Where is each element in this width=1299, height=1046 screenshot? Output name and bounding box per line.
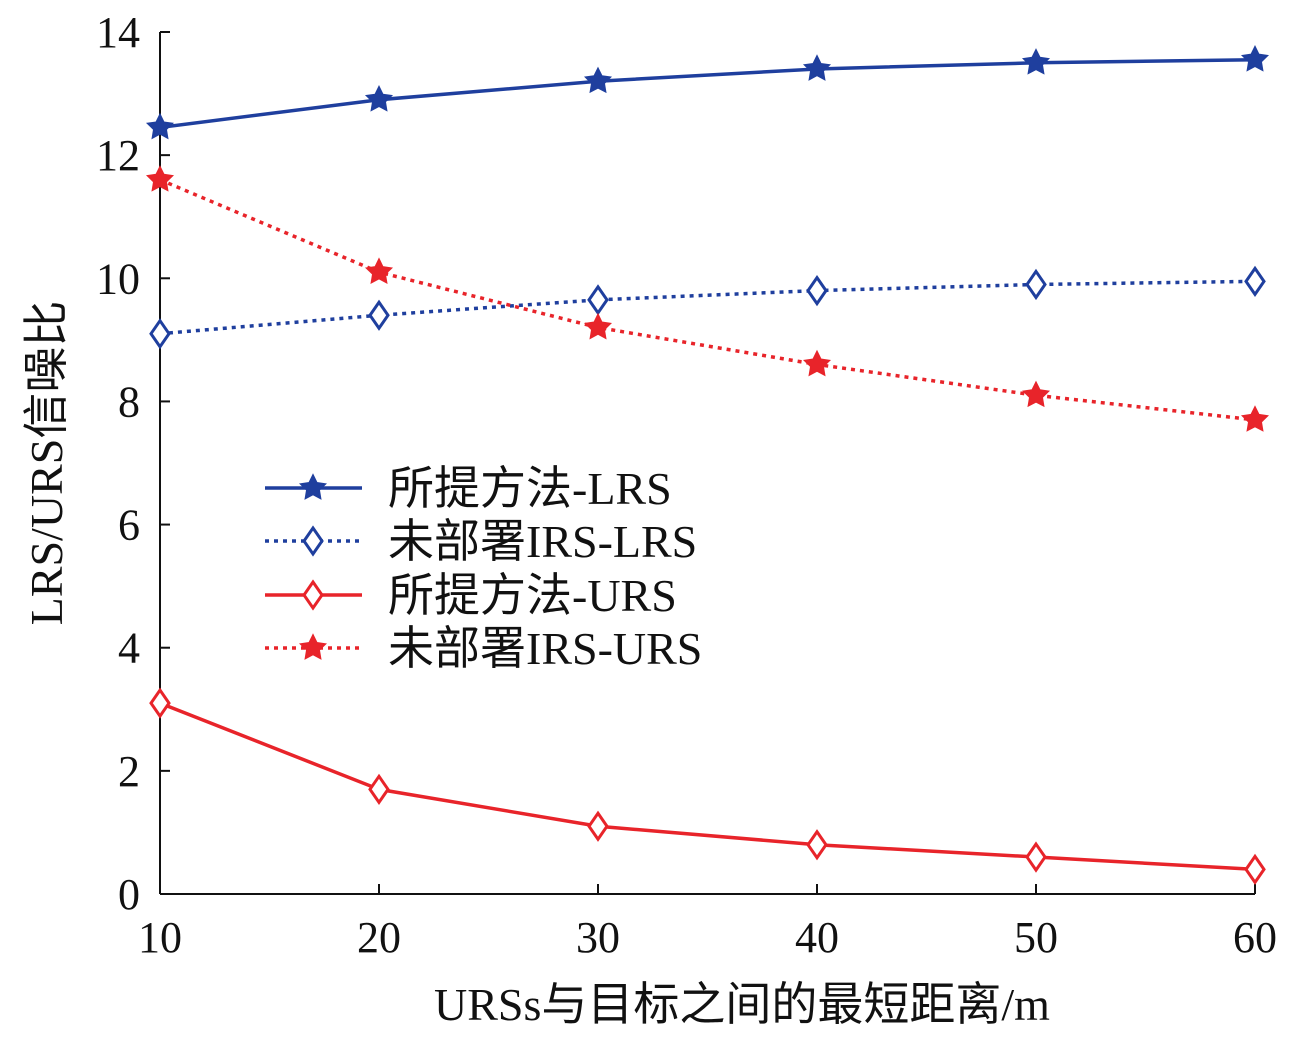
legend-item: 未部署IRS-URS bbox=[265, 623, 702, 674]
star-marker bbox=[802, 349, 832, 377]
diamond-marker bbox=[1025, 841, 1047, 873]
legend-label: 所提方法-LRS bbox=[388, 463, 672, 514]
series-line bbox=[159, 57, 1256, 130]
star-marker bbox=[1021, 380, 1051, 408]
diamond-marker bbox=[806, 274, 828, 307]
y-tick-label: 14 bbox=[96, 8, 140, 57]
diamond-marker bbox=[302, 579, 324, 611]
series-line bbox=[159, 279, 1256, 336]
legend-item: 未部署IRS-LRS bbox=[265, 516, 697, 567]
legend-label: 所提方法-URS bbox=[388, 570, 677, 621]
y-tick-label: 8 bbox=[118, 377, 140, 426]
y-tick-label: 12 bbox=[96, 131, 140, 180]
diamond-marker bbox=[1025, 268, 1047, 301]
y-ticks: 0 2 4 6 8 10 12 14 bbox=[96, 8, 170, 919]
x-tick-label: 30 bbox=[576, 913, 620, 962]
x-tick-label: 60 bbox=[1233, 913, 1277, 962]
star-marker bbox=[298, 473, 328, 500]
star-marker bbox=[145, 112, 175, 140]
y-tick-label: 6 bbox=[118, 501, 140, 550]
diamond-marker bbox=[1244, 265, 1266, 297]
series-layer bbox=[145, 45, 1270, 886]
diamond-marker bbox=[149, 687, 171, 719]
series-line bbox=[159, 701, 1256, 872]
x-ticks: 10 20 30 40 50 60 bbox=[138, 884, 1277, 962]
legend-item: 所提方法-LRS bbox=[265, 463, 672, 514]
star-marker bbox=[583, 66, 613, 94]
legend-label: 未部署IRS-LRS bbox=[388, 516, 697, 567]
diamond-marker bbox=[149, 318, 171, 350]
y-tick-label: 0 bbox=[118, 870, 140, 919]
star-marker bbox=[802, 54, 832, 81]
x-axis-label: URSs与目标之间的最短距离/m bbox=[434, 979, 1050, 1030]
star-marker bbox=[1021, 48, 1051, 75]
y-tick-label: 2 bbox=[118, 747, 140, 796]
series-未部署IRS-LRS bbox=[149, 265, 1266, 350]
star-marker bbox=[298, 633, 328, 660]
axes bbox=[159, 32, 1255, 895]
star-marker bbox=[1240, 405, 1270, 432]
star-marker bbox=[364, 257, 394, 284]
legend-label: 未部署IRS-URS bbox=[388, 623, 702, 674]
series-所提方法-LRS bbox=[145, 45, 1270, 140]
series-所提方法-URS bbox=[149, 687, 1266, 886]
star-marker bbox=[583, 312, 613, 340]
star-marker bbox=[1240, 45, 1270, 72]
star-marker bbox=[145, 165, 175, 192]
y-tick-label: 10 bbox=[96, 254, 140, 303]
diamond-marker bbox=[587, 810, 609, 842]
x-tick-label: 50 bbox=[1014, 913, 1058, 962]
diamond-marker bbox=[587, 284, 609, 316]
y-tick-label: 4 bbox=[118, 624, 140, 673]
x-tick-label: 40 bbox=[795, 913, 839, 962]
diamond-marker bbox=[302, 525, 324, 557]
star-marker bbox=[364, 84, 394, 112]
series-line bbox=[159, 178, 1256, 422]
diamond-marker bbox=[368, 773, 390, 805]
x-tick-label: 10 bbox=[138, 913, 182, 962]
x-tick-label: 20 bbox=[357, 913, 401, 962]
diamond-marker bbox=[806, 829, 828, 861]
legend-item: 所提方法-URS bbox=[265, 570, 677, 621]
y-axis-label: LRS/URS信噪比 bbox=[21, 301, 72, 626]
diamond-marker bbox=[1244, 853, 1266, 886]
diamond-marker bbox=[368, 299, 390, 331]
series-未部署IRS-URS bbox=[145, 165, 1270, 432]
